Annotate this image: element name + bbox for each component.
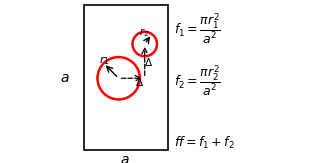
Text: $r_1$: $r_1$ <box>99 55 110 67</box>
Text: $ff = f_1 + f_2$: $ff = f_1 + f_2$ <box>174 135 235 151</box>
Text: $a$: $a$ <box>121 153 130 163</box>
Bar <box>84 5 167 150</box>
Text: $\Delta$: $\Delta$ <box>135 75 144 88</box>
Text: $f_1 = \dfrac{\pi r_1^2}{a^2}$: $f_1 = \dfrac{\pi r_1^2}{a^2}$ <box>174 12 221 47</box>
Text: $f_2 = \dfrac{\pi r_2^2}{a^2}$: $f_2 = \dfrac{\pi r_2^2}{a^2}$ <box>174 64 221 99</box>
Text: $a$: $a$ <box>60 71 70 85</box>
Text: $\Delta$: $\Delta$ <box>144 56 153 68</box>
Text: $r_2$: $r_2$ <box>139 26 149 39</box>
